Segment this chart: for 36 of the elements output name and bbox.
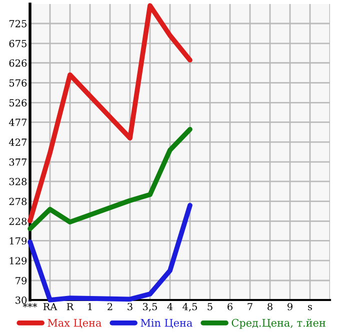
y-tick-label: 626	[9, 59, 27, 67]
x-tick-label: 3,5	[143, 302, 157, 312]
y-tick-label: 725	[9, 20, 26, 28]
y-tick-label: 278	[9, 198, 27, 206]
x-tick-label: 3	[128, 302, 132, 310]
y-tick-label: 30	[16, 296, 27, 304]
x-tick-label: 8	[268, 302, 272, 310]
x-tick-label: ***	[22, 302, 38, 308]
x-tick-label: R	[66, 303, 74, 310]
x-tick-label: RA	[43, 303, 58, 310]
y-tick-label: 477	[8, 118, 27, 126]
x-tick-label: 2	[108, 302, 112, 310]
x-tick-label: 4,5	[182, 302, 197, 312]
y-tick-label: 179	[10, 237, 27, 245]
x-tick-label: 1	[88, 302, 92, 310]
y-tick-label: 377	[9, 158, 27, 166]
y-tick-label: 427	[8, 138, 27, 146]
x-tick-label: 9	[288, 302, 292, 310]
x-tick-label: s	[308, 304, 312, 310]
y-tick-label: 228	[9, 218, 27, 226]
line-series	[28, 126, 192, 232]
legend-label: Сред.Цена, т.йен	[232, 318, 326, 329]
legend-label: Min Цена	[140, 318, 192, 328]
y-tick-label: 675	[9, 40, 26, 48]
y-tick-label: 576	[9, 79, 27, 87]
x-tick-label: 5	[208, 303, 212, 310]
y-tick-label: 129	[10, 257, 27, 264]
x-tick-label: 7	[248, 303, 252, 310]
line-series	[28, 202, 192, 302]
y-tick-label: 79	[16, 276, 27, 284]
x-tick-label: 4	[167, 302, 173, 310]
line-series	[28, 3, 192, 224]
y-tick-label: 328	[9, 178, 27, 186]
legend-label: Max Цена	[48, 318, 102, 328]
y-tick-label: 526	[9, 99, 27, 106]
x-tick-label: 6	[228, 302, 232, 310]
